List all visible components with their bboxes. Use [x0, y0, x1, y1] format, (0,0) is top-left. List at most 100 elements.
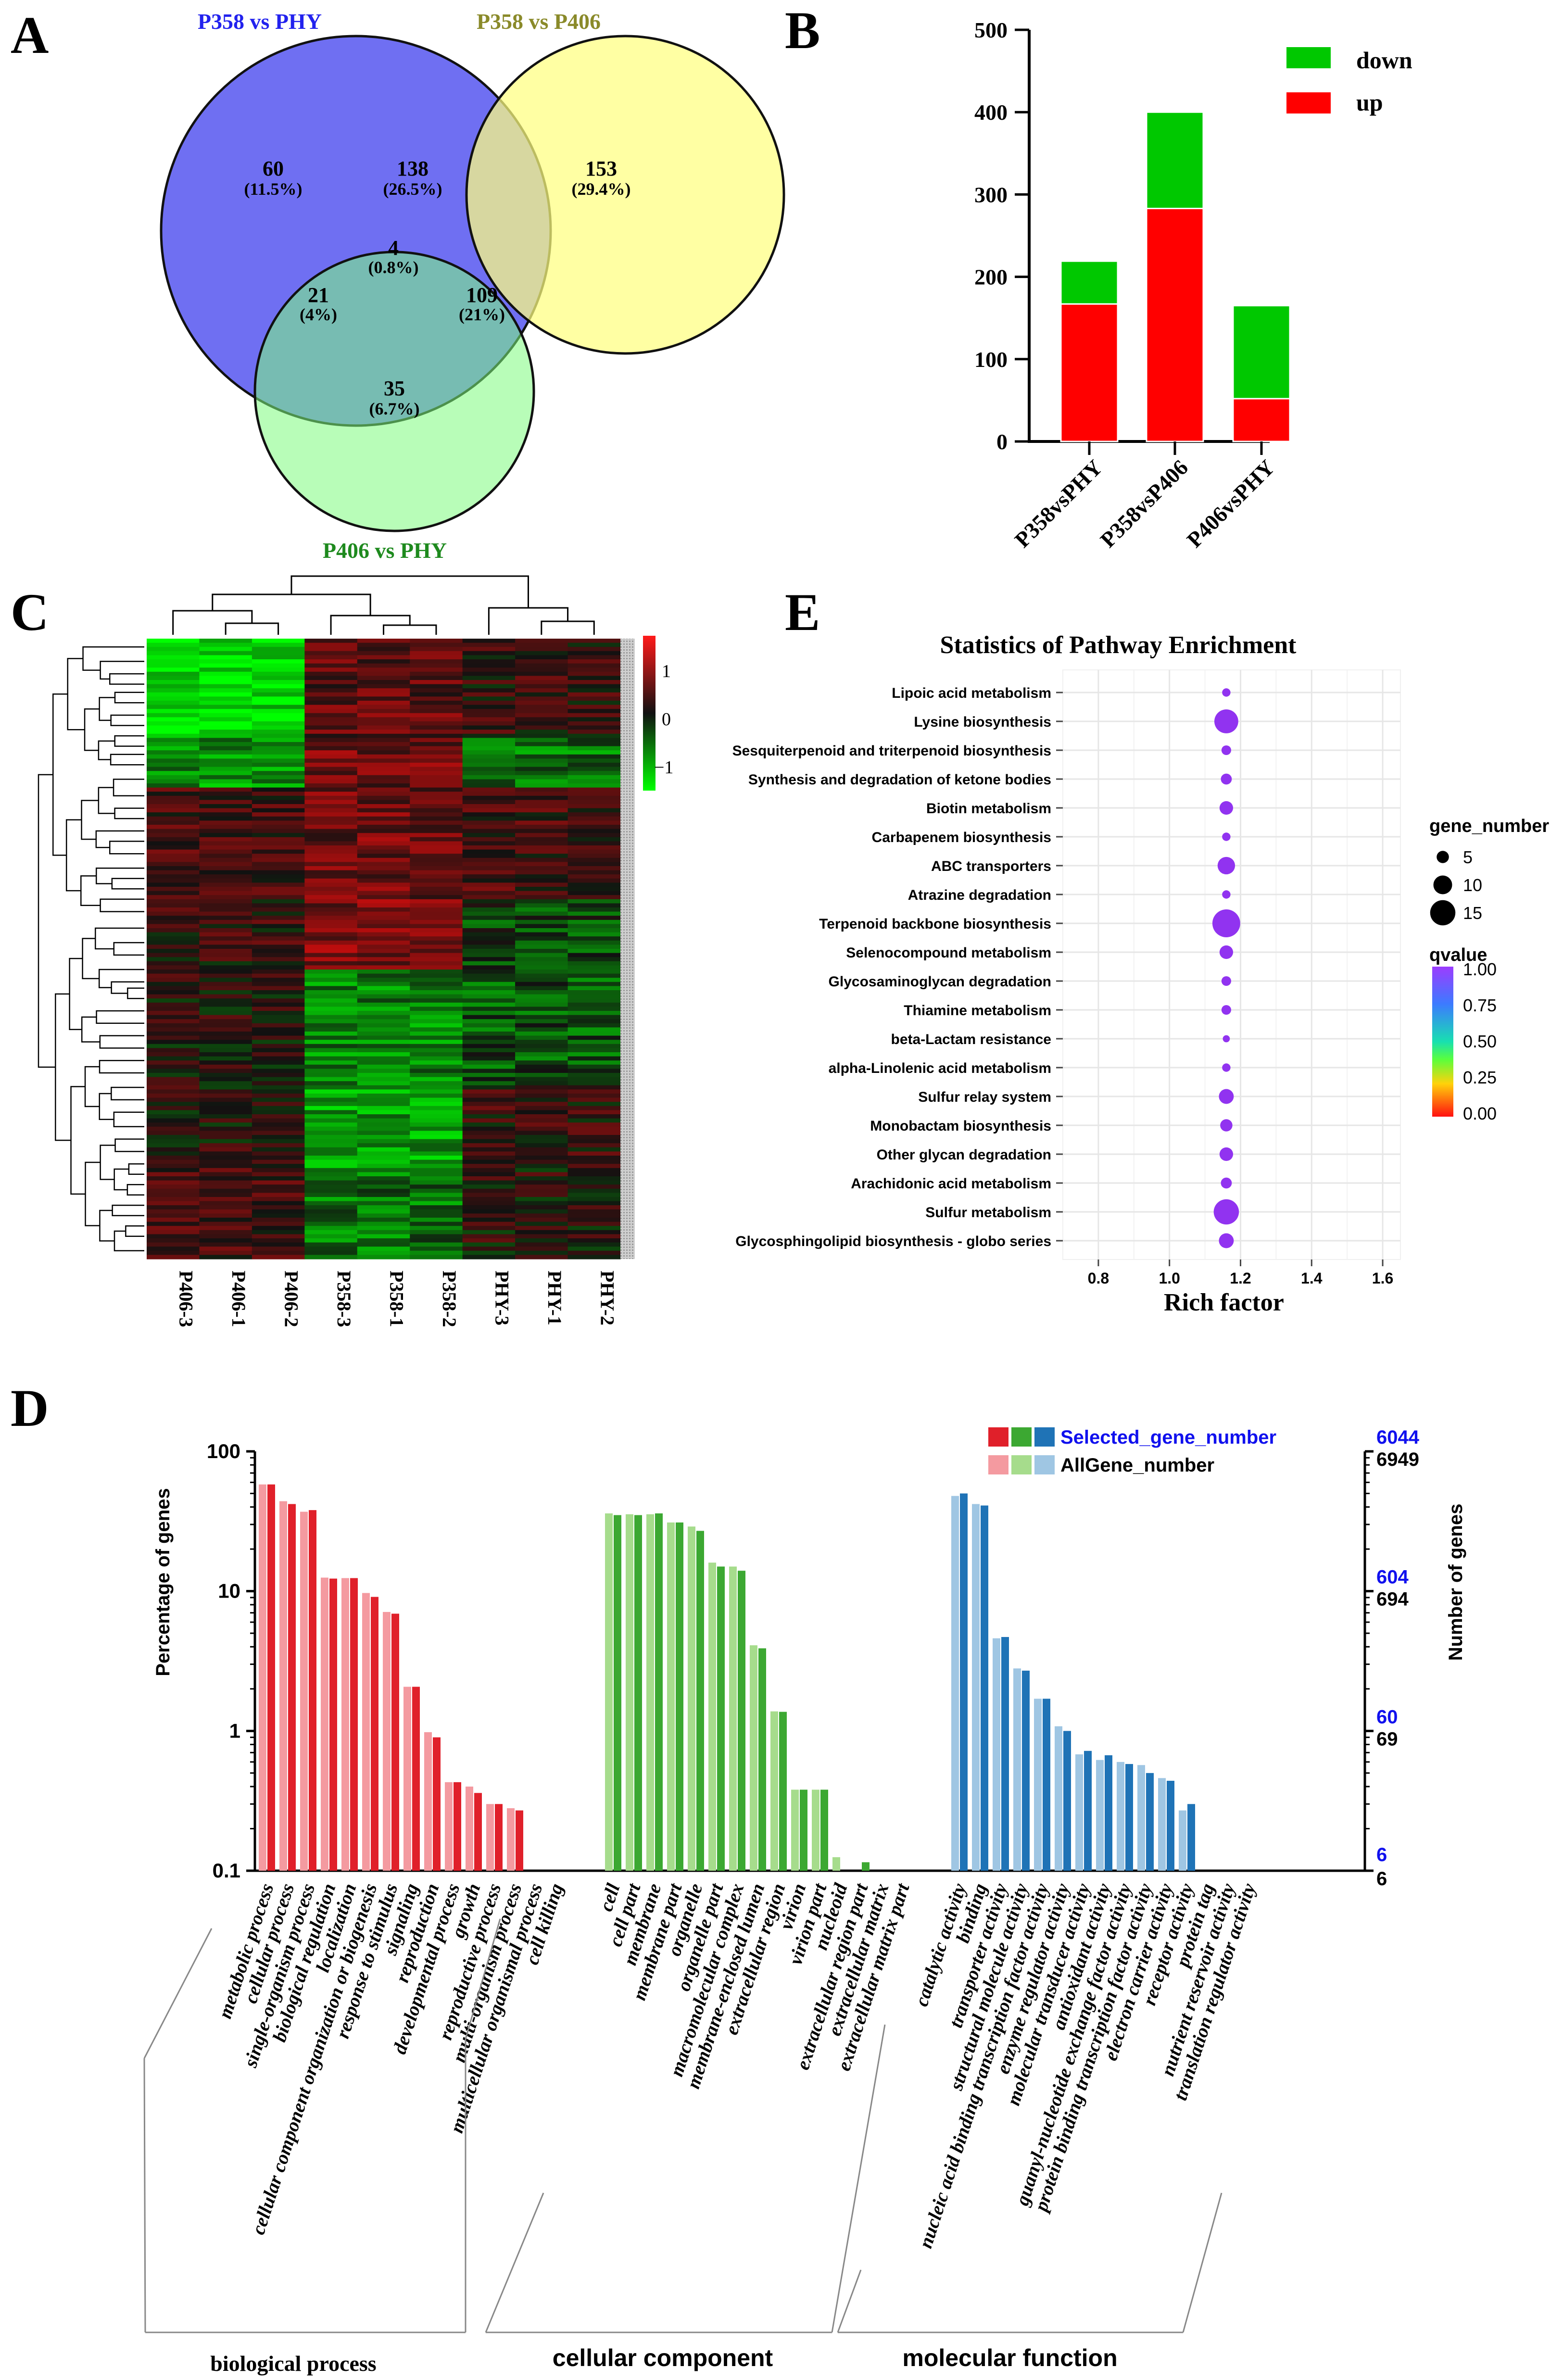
- heatmap-cell: [462, 887, 516, 892]
- heatmap-cell: [410, 721, 463, 726]
- row-dendrogram-link: [113, 1111, 144, 1128]
- heatmap-cell: [252, 854, 305, 858]
- heatmap-cell: [410, 1201, 463, 1206]
- heatmap-cell: [462, 911, 516, 916]
- heatmap-cell: [462, 639, 516, 643]
- heatmap-cell: [410, 1176, 463, 1181]
- group-label-cellular-component: cellular component: [553, 2344, 773, 2371]
- heatmap-cell: [304, 754, 358, 759]
- heatmap-cell: [567, 874, 621, 879]
- heatmap-cell: [515, 1015, 568, 1020]
- row-dendrogram-link: [100, 1145, 115, 1180]
- heatmap-cell: [304, 1151, 358, 1156]
- heatmap-cell: [304, 1159, 358, 1164]
- heatmap-cell: [147, 837, 200, 842]
- heatmap-cell: [462, 688, 516, 693]
- heatmap-cell: [462, 953, 516, 957]
- heatmap-cell: [410, 891, 463, 895]
- bracket-cc-ends: [485, 2024, 886, 2333]
- heatmap-cell: [567, 1131, 621, 1135]
- heatmap-cell: [567, 795, 621, 800]
- heatmap-cell: [462, 1209, 516, 1214]
- heatmap-cell: [147, 1118, 200, 1123]
- heatmap-cell: [199, 1048, 252, 1053]
- heatmap-cell: [410, 994, 463, 999]
- heatmap-cell: [304, 705, 358, 709]
- bar-ytick-label: 0: [996, 429, 1008, 454]
- heatmap-cell: [304, 1114, 358, 1119]
- heatmap-cell: [252, 833, 305, 838]
- enrichment-plot-area: [1062, 669, 1401, 1260]
- heatmap-cell: [199, 804, 252, 809]
- go-bar-selected-cellular component organization or biogenesis: [371, 1597, 378, 1871]
- heatmap-cell: [567, 916, 621, 920]
- heatmap-cell: [357, 940, 410, 945]
- heatmap-cell: [147, 717, 200, 722]
- heatmap-cell: [410, 692, 463, 697]
- row-dendrogram-link: [113, 779, 144, 797]
- heatmap-cell: [462, 990, 516, 995]
- heatmap-cell: [252, 990, 305, 995]
- heatmap-cell: [515, 680, 568, 685]
- go-bar-selected-transporter activity: [1001, 1637, 1009, 1871]
- heatmap-cell: [410, 1193, 463, 1197]
- heatmap-cell: [252, 1011, 305, 1016]
- heatmap-cell: [357, 1081, 410, 1086]
- heatmap-cell: [410, 1139, 463, 1144]
- heatmap-cell: [199, 663, 252, 668]
- heatmap-cell: [304, 1110, 358, 1115]
- heatmap-cell: [199, 696, 252, 701]
- heatmap-cell: [462, 1172, 516, 1177]
- go-bar-all-cell part: [626, 1514, 633, 1871]
- heatmap-cell: [252, 725, 305, 730]
- heatmap-cell: [567, 820, 621, 825]
- heatmap-cell: [567, 758, 621, 763]
- legend-selected-mf: [1034, 1427, 1055, 1447]
- heatmap-cell: [199, 986, 252, 991]
- go-bar-all-localization: [341, 1578, 349, 1871]
- heatmap-cell: [567, 1126, 621, 1131]
- enrichment-pathway-label: Other glycan degradation: [877, 1147, 1051, 1163]
- heatmap-cell: [515, 1242, 568, 1247]
- heatmap-cell: [304, 1247, 358, 1251]
- heatmap-cell: [357, 862, 410, 867]
- heatmap-cell: [567, 862, 621, 867]
- heatmap-cell: [252, 936, 305, 941]
- heatmap-cell: [199, 717, 252, 722]
- heatmap-column-label: PHY-1: [544, 1271, 566, 1325]
- heatmap-cell: [567, 800, 621, 805]
- heatmap-cell: [147, 978, 200, 982]
- heatmap-cell: [515, 1221, 568, 1226]
- enrichment-pathway-label: Monobactam biosynthesis: [870, 1118, 1051, 1134]
- heatmap-cell: [410, 1247, 463, 1251]
- heatmap-cell: [147, 1234, 200, 1239]
- row-dendrogram-link: [82, 938, 100, 980]
- heatmap-cell: [410, 1242, 463, 1247]
- heatmap-cell: [147, 1238, 200, 1243]
- heatmap-cell: [199, 936, 252, 941]
- heatmap-cell: [252, 647, 305, 652]
- heatmap-cell: [567, 957, 621, 962]
- go-bar-selected-developmental process: [454, 1782, 461, 1871]
- heatmap-cell: [410, 1221, 463, 1226]
- heatmap-cell: [304, 1201, 358, 1206]
- heatmap-cell: [462, 978, 516, 982]
- heatmap-cell: [304, 758, 358, 763]
- heatmap-cell: [252, 1048, 305, 1053]
- heatmap-cell: [410, 792, 463, 796]
- heatmap-cell: [147, 1151, 200, 1156]
- legend-swatch-down: [1286, 47, 1331, 68]
- heatmap-cell: [567, 924, 621, 929]
- heatmap-cell: [567, 970, 621, 974]
- heatmap-cell: [462, 916, 516, 920]
- heatmap-cell: [462, 899, 516, 904]
- heatmap-cell: [199, 1213, 252, 1218]
- heatmap-cell: [357, 1247, 410, 1251]
- heatmap-cell: [357, 1242, 410, 1247]
- heatmap-cell: [462, 1250, 516, 1255]
- heatmap-cell: [410, 849, 463, 854]
- enrichment-pathway-label: Sesquiterpenoid and triterpenoid biosynt…: [732, 743, 1051, 759]
- heatmap-cell: [252, 1201, 305, 1206]
- heatmap-cell: [462, 758, 516, 763]
- heatmap-cell: [252, 891, 305, 895]
